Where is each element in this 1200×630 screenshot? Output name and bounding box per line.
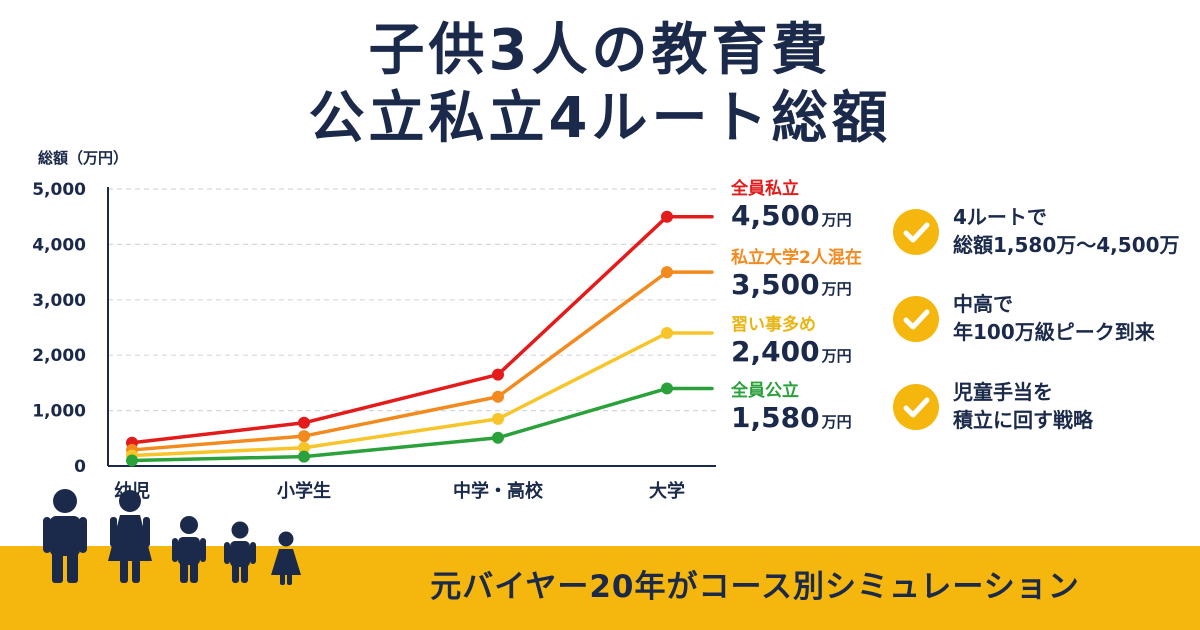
series-name: 全員私立 bbox=[731, 179, 799, 199]
series-point bbox=[661, 266, 673, 279]
child-figure bbox=[224, 521, 256, 583]
series-line bbox=[130, 270, 714, 452]
check-text: 4ルートで 総額1,580万〜4,500万 bbox=[953, 203, 1180, 259]
series-total-unit: 万円 bbox=[821, 347, 852, 365]
check-text-line1: 中高で bbox=[953, 292, 1013, 316]
x-tick-label: 中学・高校 bbox=[453, 480, 544, 502]
y-tick-label: 4,000 bbox=[32, 235, 86, 255]
series-label-all-public: 全員公立 1,580 万円 bbox=[731, 381, 852, 439]
y-tick-label: 3,000 bbox=[32, 291, 86, 311]
series-label-mixed-private-univ: 私立大学2人混在 3,500 万円 bbox=[731, 248, 862, 306]
series-total-unit: 万円 bbox=[821, 211, 852, 229]
check-text-line1: 4ルートで bbox=[953, 205, 1047, 229]
check-circle-icon bbox=[893, 384, 939, 430]
series-line bbox=[130, 386, 714, 463]
check-circle-icon bbox=[893, 209, 939, 255]
y-tick-label: 2,000 bbox=[32, 346, 86, 366]
page-title-line2: 公立私立4ルート総額 bbox=[308, 86, 892, 151]
series-total-unit: 万円 bbox=[821, 413, 852, 431]
series-name: 習い事多め bbox=[731, 315, 816, 335]
series-total: 2,400 万円 bbox=[731, 335, 852, 373]
series-line bbox=[130, 214, 714, 445]
check-text-line2: 年100万級ピーク到来 bbox=[953, 320, 1155, 344]
series-name: 全員公立 bbox=[731, 381, 799, 401]
y-tick-label: 0 bbox=[74, 457, 86, 477]
series-point bbox=[492, 431, 504, 444]
series-point bbox=[298, 450, 310, 463]
series-total-value: 4,500 bbox=[731, 199, 820, 232]
check-text-line2: 総額1,580万〜4,500万 bbox=[953, 233, 1180, 257]
check-item: 4ルートで 総額1,580万〜4,500万 bbox=[893, 203, 1193, 263]
check-text-line1: 児童手当を bbox=[953, 380, 1053, 404]
series-label-all-private: 全員私立 4,500 万円 bbox=[731, 179, 852, 237]
series-point bbox=[492, 412, 504, 425]
series-point bbox=[126, 454, 138, 467]
series-total-value: 3,500 bbox=[731, 268, 820, 301]
series-point bbox=[298, 430, 310, 443]
page-title-line1: 子供3人の教育費 bbox=[368, 18, 832, 83]
series-total-value: 1,580 bbox=[731, 401, 820, 434]
series-total: 3,500 万円 bbox=[731, 268, 862, 306]
y-tick-label: 1,000 bbox=[32, 402, 86, 422]
series-name: 私立大学2人混在 bbox=[731, 248, 862, 268]
mother-figure bbox=[108, 490, 152, 583]
x-tick-label: 小学生 bbox=[277, 480, 331, 502]
series-point bbox=[298, 441, 310, 454]
check-circle-icon bbox=[893, 296, 939, 342]
check-item: 中高で 年100万級ピーク到来 bbox=[893, 290, 1193, 350]
series-point bbox=[661, 382, 673, 395]
family-silhouette-icon bbox=[43, 489, 301, 585]
y-tick-label: 5,000 bbox=[32, 180, 86, 200]
banner-text: 元バイヤー20年がコース別シミュレーション bbox=[430, 569, 1080, 605]
x-tick-label: 大学 bbox=[649, 480, 685, 502]
check-text-line2: 積立に回す戦略 bbox=[953, 408, 1093, 432]
series-total-unit: 万円 bbox=[821, 280, 852, 298]
series-total: 1,580 万円 bbox=[731, 401, 852, 439]
check-item: 児童手当を 積立に回す戦略 bbox=[893, 378, 1193, 438]
series-total: 4,500 万円 bbox=[731, 199, 852, 237]
series-label-lessons: 習い事多め 2,400 万円 bbox=[731, 315, 852, 373]
check-text: 中高で 年100万級ピーク到来 bbox=[953, 290, 1155, 346]
series-point bbox=[492, 390, 504, 403]
father-figure bbox=[43, 489, 87, 583]
child-girl-figure bbox=[271, 531, 301, 585]
series-point bbox=[298, 416, 310, 429]
y-axis-title: 総額（万円） bbox=[38, 149, 128, 167]
series-point bbox=[492, 368, 504, 381]
series-point bbox=[661, 210, 673, 223]
child-figure bbox=[172, 516, 206, 583]
series-point bbox=[661, 327, 673, 340]
check-text: 児童手当を 積立に回す戦略 bbox=[953, 378, 1093, 434]
series-total-value: 2,400 bbox=[731, 335, 820, 368]
